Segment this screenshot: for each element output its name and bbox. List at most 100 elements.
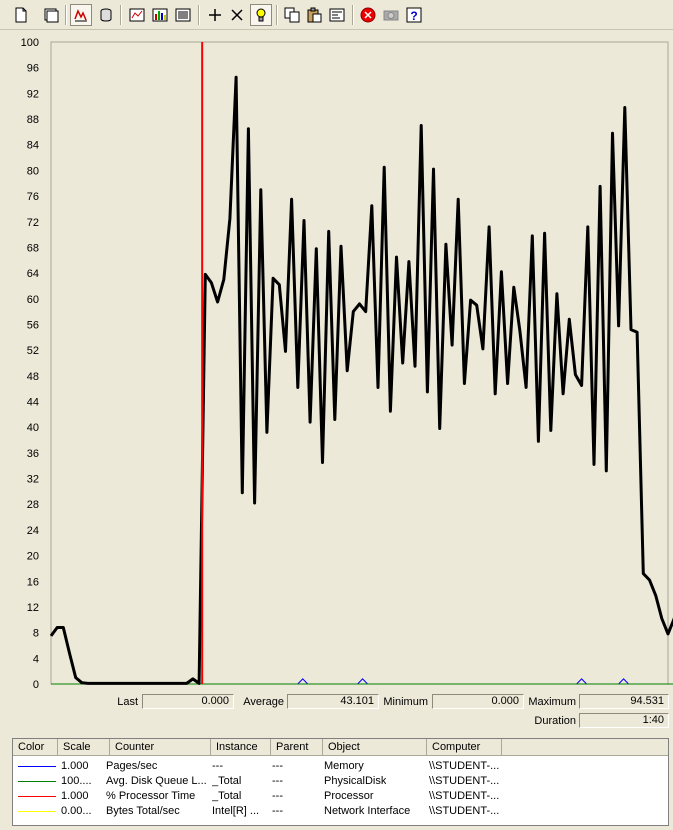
legend-parent: ---: [272, 775, 283, 787]
freeze-display-button[interactable]: [357, 4, 379, 26]
y-tick-label: 68: [27, 242, 39, 254]
view-graph-button[interactable]: [126, 4, 148, 26]
legend-instance: ---: [212, 760, 223, 772]
legend-instance: _Total: [212, 790, 242, 802]
add-counter-icon: [209, 9, 221, 21]
maximum-label: Maximum: [528, 696, 576, 708]
y-tick-label: 100: [21, 37, 39, 49]
y-tick-label: 96: [27, 63, 39, 75]
y-tick-label: 20: [27, 551, 39, 563]
view-current-activity-button[interactable]: [70, 4, 92, 26]
y-tick-label: 36: [27, 448, 39, 460]
y-tick-label: 76: [27, 191, 39, 203]
legend-computer: \\STUDENT-...: [429, 805, 500, 817]
legend-scale: 100....: [61, 775, 92, 787]
y-tick-label: 32: [27, 474, 39, 486]
y-tick-label: 60: [27, 294, 39, 306]
duration-label: Duration: [534, 715, 576, 727]
help-icon: ?: [406, 7, 422, 23]
legend-parent: ---: [272, 790, 283, 802]
maximum-value: 94.531: [579, 694, 669, 709]
series-spike-1-2: [576, 678, 587, 685]
legend-computer: \\STUDENT-...: [429, 790, 500, 802]
minimum-value: 0.000: [432, 694, 524, 709]
paste-counter-list-button[interactable]: [303, 4, 325, 26]
y-tick-label: 52: [27, 345, 39, 357]
y-tick-label: 16: [27, 576, 39, 588]
y-tick-label: 8: [33, 628, 39, 640]
legend-computer: \\STUDENT-...: [429, 760, 500, 772]
y-tick-label: 24: [27, 525, 39, 537]
y-tick-label: 48: [27, 371, 39, 383]
legend-header: Color Scale Counter Instance Parent Obje…: [13, 739, 668, 756]
legend-parent: ---: [272, 805, 283, 817]
legend-row[interactable]: 0.00... Bytes Total/sec Intel[R] ... --- Net…: [13, 804, 668, 819]
legend-row[interactable]: 1.000 Pages/sec --- --- Memory \\STUDENT-...: [13, 759, 668, 774]
series-line-0: [49, 75, 673, 685]
clear-display-icon: [44, 8, 59, 23]
paste-counter-list-icon: [307, 7, 322, 23]
average-label: Average: [243, 696, 284, 708]
y-tick-label: 28: [27, 499, 39, 511]
last-value: 0.000: [142, 694, 234, 709]
y-tick-label: 84: [27, 140, 39, 152]
legend-instance: _Total: [212, 775, 242, 787]
legend-counter: Bytes Total/sec: [106, 805, 180, 817]
add-counter-button[interactable]: [204, 4, 226, 26]
delete-counter-button[interactable]: [226, 4, 248, 26]
new-counter-set-icon: [15, 7, 27, 23]
view-current-activity-icon: [74, 9, 87, 22]
properties-button[interactable]: [326, 4, 348, 26]
legend-object: Processor: [324, 790, 374, 802]
freeze-display-icon: [360, 7, 376, 23]
duration-value: 1:40: [579, 713, 669, 728]
new-counter-set-button[interactable]: [10, 4, 32, 26]
legend-color-swatch: [18, 781, 56, 782]
svg-text:?: ?: [410, 9, 417, 23]
y-tick-label: 44: [27, 397, 39, 409]
legend-scale: 0.00...: [61, 805, 92, 817]
legend-object: Network Interface: [324, 805, 411, 817]
clear-display-button[interactable]: [40, 4, 62, 26]
y-tick-label: 64: [27, 268, 39, 280]
copy-properties-button[interactable]: [281, 4, 303, 26]
legend-parent: ---: [272, 760, 283, 772]
copy-properties-icon: [284, 7, 300, 23]
legend-counter: % Processor Time: [106, 790, 196, 802]
view-histogram-button[interactable]: [149, 4, 171, 26]
header-object[interactable]: Object: [323, 739, 427, 756]
legend-scale: 1.000: [61, 790, 89, 802]
legend-color-swatch: [18, 766, 56, 767]
legend-color-swatch: [18, 796, 56, 797]
header-computer[interactable]: Computer: [427, 739, 502, 756]
header-color[interactable]: Color: [13, 739, 58, 756]
y-tick-label: 4: [33, 653, 39, 665]
series-spike-1-0: [297, 678, 309, 685]
update-data-icon: [383, 10, 399, 21]
properties-icon: [329, 8, 345, 22]
view-report-button[interactable]: [172, 4, 194, 26]
legend-row[interactable]: 100.... Avg. Disk Queue L... _Total --- Phys…: [13, 774, 668, 789]
y-tick-label: 72: [27, 217, 39, 229]
legend-object: PhysicalDisk: [324, 775, 387, 787]
last-label: Last: [117, 696, 138, 708]
legend-row[interactable]: 1.000 % Processor Time _Total --- Processor \…: [13, 789, 668, 804]
header-scale[interactable]: Scale: [58, 739, 110, 756]
view-log-data-button[interactable]: [95, 4, 117, 26]
average-value: 43.101: [287, 694, 379, 709]
header-counter[interactable]: Counter: [110, 739, 211, 756]
view-graph-icon: [129, 8, 145, 22]
highlight-button[interactable]: [250, 4, 272, 26]
series-spike-1-3: [618, 678, 629, 685]
help-button[interactable]: ?: [403, 4, 425, 26]
legend-scale: 1.000: [61, 760, 89, 772]
toolbar: ?: [0, 0, 673, 30]
y-tick-label: 12: [27, 602, 39, 614]
view-report-icon: [175, 8, 191, 22]
y-tick-label: 92: [27, 88, 39, 100]
header-instance[interactable]: Instance: [211, 739, 271, 756]
header-parent[interactable]: Parent: [271, 739, 323, 756]
counter-legend[interactable]: Color Scale Counter Instance Parent Obje…: [12, 738, 669, 826]
highlight-icon: [256, 8, 266, 22]
update-data-button[interactable]: [380, 4, 402, 26]
